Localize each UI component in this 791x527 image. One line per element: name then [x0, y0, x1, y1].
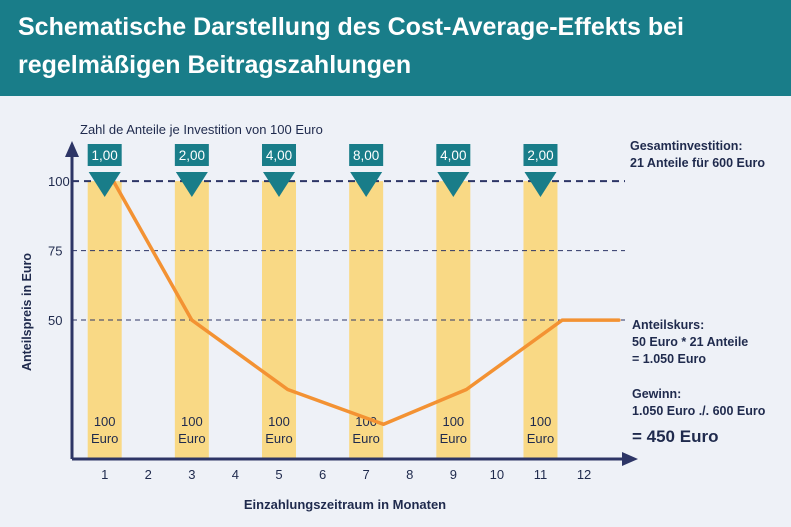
x-tick-label: 5 — [275, 467, 282, 482]
y-axis-arrowhead — [65, 141, 79, 157]
x-tick-label: 8 — [406, 467, 413, 482]
unit-marker-arrow — [263, 172, 296, 197]
unit-marker-box — [87, 144, 122, 166]
unit-marker-arrow — [437, 172, 470, 197]
price-line-series — [111, 179, 621, 427]
y-tick-label: 75 — [48, 244, 62, 259]
bar-label-amount: 100 — [442, 414, 464, 429]
unit-marker-value: 4,00 — [266, 148, 292, 163]
unit-marker-box — [349, 144, 384, 166]
x-tick-label: 9 — [450, 467, 457, 482]
x-tick-label: 11 — [534, 467, 548, 482]
units-caption: Zahl de Anteile je Investition von 100 E… — [80, 122, 323, 137]
x-tick-label: 3 — [188, 467, 195, 482]
unit-marker-value: 8,00 — [353, 148, 379, 163]
price-line-2: = 1.050 Euro — [632, 352, 706, 366]
unit-marker-arrow — [350, 172, 383, 197]
total-investment-line: 21 Anteile für 600 Euro — [630, 156, 765, 170]
unit-marker-box — [523, 144, 558, 166]
annotation-panel: Gesamtinvestition: 21 Anteile für 600 Eu… — [630, 139, 766, 446]
unit-marker-value: 2,00 — [179, 148, 205, 163]
unit-marker-value: 1,00 — [92, 148, 118, 163]
page-title: Schematische Darstellung des Cost-Averag… — [18, 8, 778, 84]
price-point — [190, 318, 194, 322]
bar-label-currency: Euro — [440, 431, 467, 446]
unit-marker-arrow — [88, 172, 121, 197]
x-axis-arrowhead — [622, 452, 638, 466]
y-tick-label: 100 — [48, 174, 70, 189]
unit-markers: 1,00 2,00 4,00 8,00 4,00 2,00 — [87, 144, 558, 197]
y-axis-label: Anteilspreis in Euro — [20, 253, 34, 371]
bar-label-amount: 100 — [181, 414, 203, 429]
price-point — [560, 318, 564, 322]
gain-line-1: 1.050 Euro ./. 600 Euro — [632, 404, 766, 418]
bar-label-currency: Euro — [352, 431, 379, 446]
bar-label-currency: Euro — [178, 431, 205, 446]
header-banner: Schematische Darstellung des Cost-Averag… — [0, 0, 791, 96]
bar-label-currency: Euro — [265, 431, 292, 446]
title-line-2: regelmäßigen Beitragszahlungen — [18, 51, 412, 79]
unit-marker-arrow — [175, 172, 208, 197]
bar-label-amount: 100 — [268, 414, 290, 429]
y-tick-label: 50 — [48, 313, 62, 328]
gain-title: Gewinn: — [632, 387, 681, 401]
unit-marker-box — [174, 144, 209, 166]
price-line-1: 50 Euro * 21 Anteile — [632, 335, 748, 349]
price-point — [382, 422, 386, 426]
x-tick-label: 2 — [145, 467, 152, 482]
bar-label-amount: 100 — [530, 414, 552, 429]
price-point — [286, 388, 290, 392]
bar-label-currency: Euro — [527, 431, 554, 446]
investment-bars: 100Euro100Euro100Euro100Euro100Euro100Eu… — [87, 181, 558, 459]
x-tick-label: 1 — [101, 467, 108, 482]
unit-marker-box — [436, 144, 471, 166]
gain-result: = 450 Euro — [632, 427, 718, 446]
title-line-1: Schematische Darstellung des Cost-Averag… — [18, 13, 684, 41]
x-tick-label: 6 — [319, 467, 326, 482]
x-tick-label: 12 — [577, 467, 591, 482]
unit-marker-value: 4,00 — [440, 148, 466, 163]
price-title: Anteilskurs: — [632, 318, 704, 332]
cost-average-chart: 100 Euro 100 Euro 100 Euro 100 Euro 100 Euro 100 Eu… — [20, 122, 766, 512]
price-point — [617, 318, 621, 322]
axes: 1 2 3 4 5 6 7 8 9 10 11 12 — [65, 141, 638, 482]
unit-marker-value: 2,00 — [527, 148, 553, 163]
bar-label-currency: Euro — [91, 431, 118, 446]
total-investment-title: Gesamtinvestition: — [630, 139, 743, 153]
unit-marker-arrow — [524, 172, 557, 197]
x-tick-label: 7 — [363, 467, 370, 482]
x-tick-label: 10 — [490, 467, 504, 482]
unit-marker-box — [262, 144, 297, 166]
x-axis-label: Einzahlungszeitraum in Monaten — [244, 497, 446, 512]
x-tick-label: 4 — [232, 467, 239, 482]
bar-label-amount: 100 — [94, 414, 116, 429]
price-point — [464, 388, 468, 392]
